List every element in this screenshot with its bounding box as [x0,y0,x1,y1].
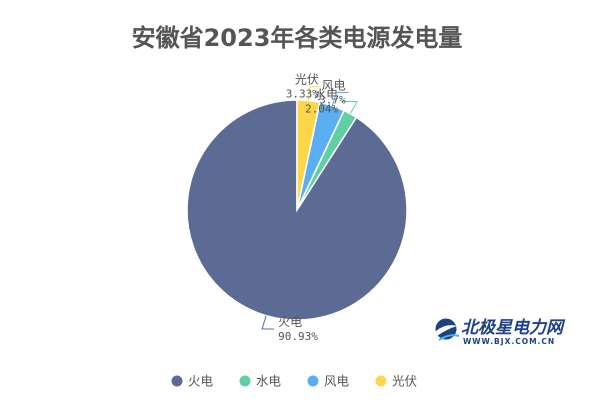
leader-line-1 [341,101,358,115]
watermark-logo: 北极星电力网 WWW.BJX.COM.CN [435,318,566,346]
legend-label-2: 风电 [324,374,350,389]
pie-slice-3 [296,99,321,211]
logo-icon [435,318,460,341]
legend-label-0: 火电 [188,374,214,389]
slice-label-value-3: 3.33% [286,88,319,101]
legend-marker-0 [171,375,183,387]
chart-title: 安徽省2023年各类电源发电量 [132,24,463,52]
slice-label-name-2: 风电 [322,79,346,93]
slice-label-name-0: 火电 [278,315,302,329]
slice-label-value-2: 3.7% [319,94,346,107]
watermark-name: 北极星电力网 [461,318,566,338]
leader-line-3 [308,86,322,101]
watermark-url: WWW.BJX.COM.CN [463,337,555,346]
slice-label-value-0: 90.93% [278,330,318,343]
legend-marker-3 [375,375,387,387]
legend-label-3: 光伏 [392,374,418,389]
legend-marker-1 [239,375,251,387]
leader-line-2 [331,92,349,106]
pie-slices [186,99,408,321]
slice-label-name-3: 光伏 [295,73,319,87]
slice-label-name-1: 水电 [314,88,338,102]
leader-line-0 [261,315,275,330]
slice-label-value-1: 2.04% [305,103,338,116]
legend-label-1: 水电 [256,374,282,389]
legend-marker-2 [307,375,319,387]
legend: 火电 水电 风电 光伏 [171,374,418,389]
